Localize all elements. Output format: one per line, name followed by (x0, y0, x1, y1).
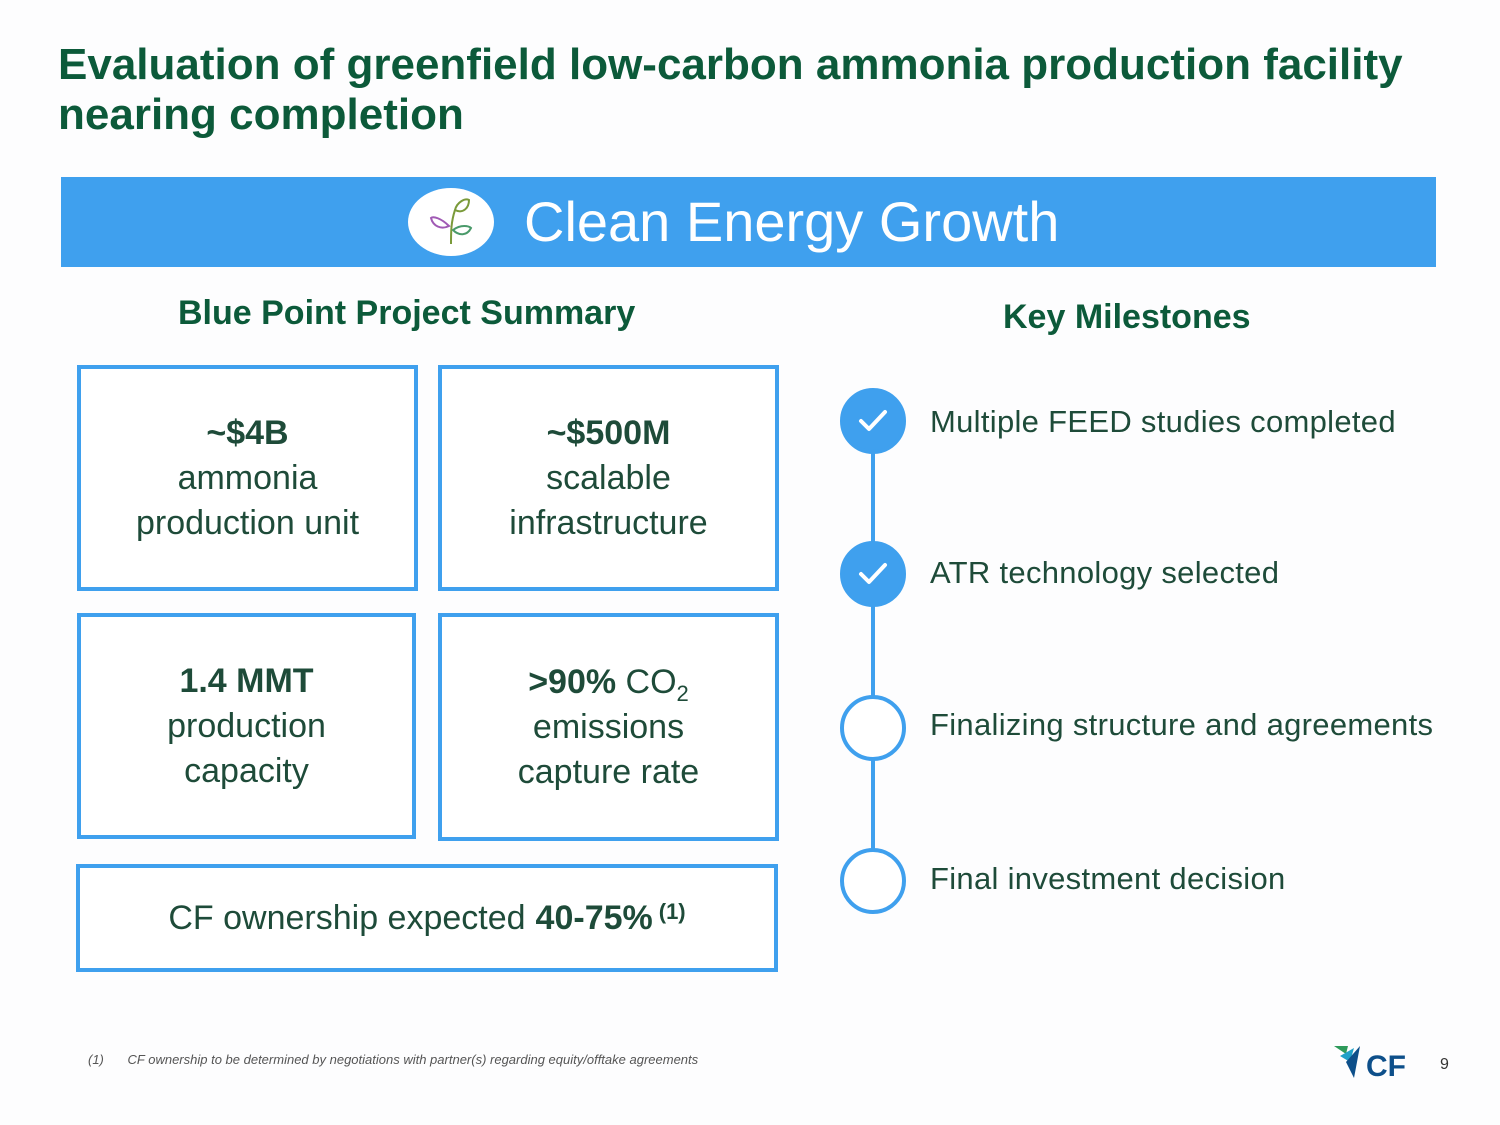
summary-desc: capacity (184, 752, 309, 790)
capture-rate-value: >90% (528, 663, 617, 701)
slide-title: Evaluation of greenfield low-carbon ammo… (58, 40, 1403, 139)
summary-desc: production (167, 707, 326, 745)
summary-desc: scalable (546, 459, 671, 497)
summary-box-cost: ~$4B ammonia production unit (77, 365, 418, 591)
summary-desc: infrastructure (509, 504, 708, 542)
footnote-text: CF ownership to be determined by negotia… (127, 1052, 699, 1067)
summary-value: ~$500M (546, 414, 671, 452)
ownership-value: 40-75% (535, 898, 653, 937)
footnote-ref: (1) (658, 899, 686, 924)
summary-heading: Blue Point Project Summary (178, 294, 636, 332)
ownership-text: CF ownership expected (168, 898, 526, 937)
summary-desc: capture rate (517, 753, 700, 791)
co2-label: CO2 (625, 663, 689, 706)
milestone-check-icon (840, 388, 906, 454)
section-banner (61, 177, 1436, 267)
milestone-label: ATR technology selected (930, 555, 1280, 590)
summary-value: >90% CO2 (528, 659, 689, 705)
summary-value: 1.4 MMT (179, 662, 314, 700)
milestone-label: Finalizing structure and agreements (930, 707, 1434, 742)
summary-desc: production unit (135, 504, 360, 542)
summary-box-infrastructure: ~$500M scalable infrastructure (438, 365, 779, 591)
page-number: 9 (1440, 1056, 1449, 1073)
footnote: (1) CF ownership to be determined by neg… (88, 1052, 698, 1067)
summary-desc: emissions (532, 708, 685, 746)
summary-box-capture: >90% CO2 emissions capture rate (438, 613, 779, 841)
milestone-timeline (871, 422, 875, 882)
ownership-box: CF ownership expected 40-75% (1) (76, 864, 778, 972)
milestone-pending-icon (840, 695, 906, 761)
milestones-heading: Key Milestones (1003, 298, 1251, 336)
milestone-label: Multiple FEED studies completed (930, 404, 1396, 439)
summary-value: ~$4B (206, 414, 289, 452)
milestone-check-icon (840, 541, 906, 607)
summary-box-capacity: 1.4 MMT production capacity (77, 613, 416, 839)
leaf-sprout-icon (408, 188, 494, 256)
milestone-pending-icon (840, 848, 906, 914)
footnote-number: (1) (88, 1052, 104, 1067)
summary-desc: ammonia (177, 459, 318, 497)
milestone-label: Final investment decision (930, 861, 1286, 896)
banner-title: Clean Energy Growth (524, 190, 1060, 253)
cf-industries-logo: CF (1332, 1042, 1412, 1087)
logo-text: CF (1366, 1050, 1406, 1082)
